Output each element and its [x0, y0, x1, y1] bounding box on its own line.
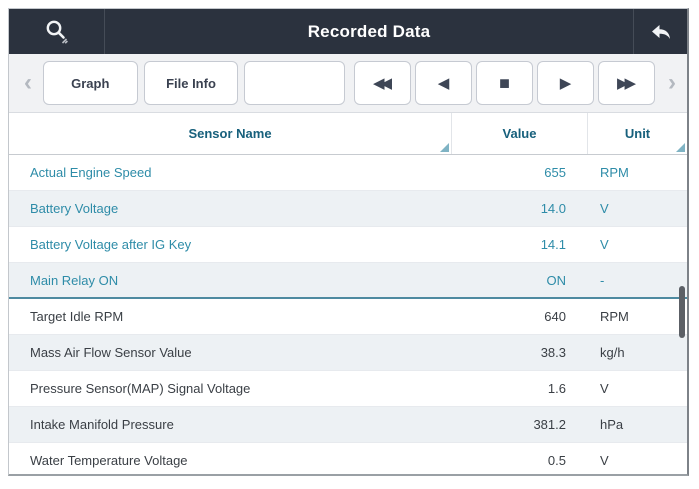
scrollbar[interactable] — [679, 286, 685, 338]
unit-cell: kg/h — [600, 345, 625, 360]
table-row[interactable]: Pressure Sensor(MAP) Signal Voltage 1.6 V — [9, 371, 687, 407]
column-label: Value — [502, 126, 537, 141]
table-row[interactable]: Mass Air Flow Sensor Value 38.3 kg/h — [9, 335, 687, 371]
table-row[interactable]: Intake Manifold Pressure 381.2 hPa — [9, 407, 687, 443]
value-cell: 0.5 — [547, 453, 566, 468]
unit-cell: RPM — [600, 165, 629, 180]
step-back-button[interactable]: ◀ — [415, 61, 473, 105]
play-icon: ▶ — [559, 74, 572, 92]
sensor-name-cell: Target Idle RPM — [30, 309, 124, 324]
table-row[interactable]: Main Relay ON ON - — [9, 263, 687, 299]
sensor-name-cell: Water Temperature Voltage — [30, 453, 188, 468]
sensor-name-cell: Mass Air Flow Sensor Value — [30, 345, 192, 360]
unit-cell: V — [600, 381, 609, 396]
stop-icon: ■ — [499, 73, 510, 93]
search-icon — [46, 20, 68, 44]
graph-button[interactable]: Graph — [42, 61, 138, 105]
sensor-name-cell: Actual Engine Speed — [30, 165, 152, 180]
value-cell: 14.0 — [540, 201, 566, 216]
sensor-table: Actual Engine Speed 655 RPM Battery Voltage… — [9, 155, 687, 474]
rewind-button[interactable]: ◀◀ — [354, 61, 412, 105]
title-bar: Recorded Data — [9, 9, 687, 54]
column-header-sensor-name[interactable]: Sensor Name — [9, 113, 452, 154]
app-frame: Recorded Data ‹ Graph File Info ◀◀ ◀ ■ ▶ ▶▶ … — [8, 8, 689, 476]
sensor-name-cell: Battery Voltage after IG Key — [30, 237, 192, 252]
column-label: Sensor Name — [188, 126, 272, 141]
value-cell: 655 — [544, 165, 566, 180]
stop-button[interactable]: ■ — [476, 61, 534, 105]
unit-cell: V — [600, 201, 609, 216]
scroll-right-icon[interactable]: › — [668, 69, 676, 96]
value-cell: 38.3 — [540, 345, 566, 360]
unit-cell: - — [600, 272, 605, 288]
file-info-button[interactable]: File Info — [143, 61, 239, 105]
table-row[interactable]: Battery Voltage after IG Key 14.1 V — [9, 227, 687, 263]
table-row[interactable]: Battery Voltage 14.0 V — [9, 191, 687, 227]
table-row[interactable]: Actual Engine Speed 655 RPM — [9, 155, 687, 191]
unit-cell: hPa — [600, 417, 624, 432]
toolbar: ‹ Graph File Info ◀◀ ◀ ■ ▶ ▶▶ › — [9, 54, 687, 113]
unit-cell: V — [600, 237, 609, 252]
empty-tab-button[interactable] — [244, 61, 346, 105]
media-controls: ◀◀ ◀ ■ ▶ ▶▶ — [354, 61, 656, 105]
value-cell: 1.6 — [547, 381, 566, 396]
play-button[interactable]: ▶ — [537, 61, 595, 105]
value-cell: 14.1 — [540, 237, 566, 252]
table-header: Sensor Name Value Unit — [9, 113, 687, 155]
search-button[interactable] — [9, 9, 105, 54]
sensor-name-cell: Main Relay ON — [30, 272, 119, 288]
page-title: Recorded Data — [307, 21, 431, 41]
column-grip-icon[interactable] — [440, 143, 449, 152]
sensor-name-cell: Pressure Sensor(MAP) Signal Voltage — [30, 381, 251, 396]
return-arrow-icon — [651, 24, 670, 39]
value-cell: ON — [546, 272, 567, 288]
column-header-value[interactable]: Value — [452, 113, 588, 154]
return-button[interactable] — [633, 9, 687, 54]
table-row[interactable]: Target Idle RPM 640 RPM — [9, 299, 687, 335]
column-label: Unit — [624, 126, 651, 141]
play-reverse-icon: ◀ — [437, 74, 450, 92]
scroll-left-icon[interactable]: ‹ — [23, 69, 32, 96]
fast-forward-icon: ▶▶ — [616, 74, 636, 92]
column-grip-icon[interactable] — [676, 143, 685, 152]
table-row[interactable]: Water Temperature Voltage 0.5 V — [9, 443, 687, 474]
rewind-icon: ◀◀ — [372, 74, 392, 92]
sensor-name-cell: Intake Manifold Pressure — [30, 417, 174, 432]
value-cell: 381.2 — [533, 417, 566, 432]
unit-cell: RPM — [600, 309, 629, 324]
unit-cell: V — [600, 453, 609, 468]
value-cell: 640 — [544, 309, 566, 324]
column-header-unit[interactable]: Unit — [588, 113, 687, 154]
fast-forward-button[interactable]: ▶▶ — [598, 61, 656, 105]
sensor-name-cell: Battery Voltage — [30, 201, 119, 216]
